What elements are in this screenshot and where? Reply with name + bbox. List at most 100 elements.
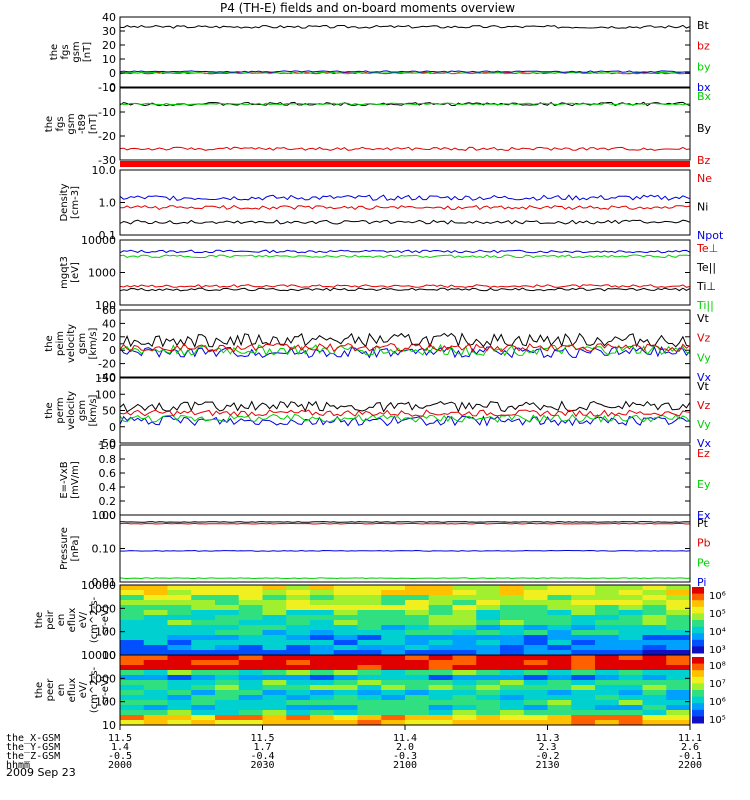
legend-Pt: Pt [697, 517, 709, 530]
spectrogram-cell [666, 690, 691, 696]
spectrogram-cell [405, 720, 430, 726]
y-axis-label: eV/ [78, 681, 89, 698]
spectrogram-cell [547, 670, 572, 676]
spectrogram-cell [595, 690, 620, 696]
spectrogram-cell [595, 720, 620, 726]
spectrogram-cell [143, 645, 168, 651]
spectrogram-cell [500, 710, 525, 716]
spectrogram-cell [618, 695, 643, 701]
spectrogram-cell [547, 605, 572, 611]
spectrogram-cell [547, 645, 572, 651]
x-axis-value: 2200 [678, 760, 702, 771]
x-axis-value: -0.4 [250, 751, 274, 762]
spectrogram-cell [571, 690, 596, 696]
spectrogram-cell [618, 600, 643, 606]
spectrogram-cell [357, 590, 382, 596]
spectrogram-cell [523, 680, 548, 686]
panel-frame [119, 444, 691, 516]
spectrogram-cell [143, 655, 168, 661]
series-line-Te⊥ [119, 284, 691, 288]
spectrogram-cell [191, 665, 216, 671]
spectrogram-cell [143, 720, 168, 726]
spectrogram-cell [642, 605, 667, 611]
spectrogram-cell [571, 710, 596, 716]
spectrogram-cell [120, 680, 145, 686]
spectrogram-cell [618, 670, 643, 676]
y-tick-label: -10 [98, 81, 116, 94]
spectrogram-cell [547, 720, 572, 726]
legend-Ez: Ez [697, 447, 710, 460]
spectrogram-cell [333, 590, 358, 596]
x-axis-value: 2.0 [396, 742, 414, 753]
spectrogram-cell [286, 690, 311, 696]
spectrogram-cell [547, 590, 572, 596]
spectrogram-cell [405, 655, 430, 661]
spectrogram-cell [618, 715, 643, 721]
spectrogram-cell [191, 610, 216, 616]
spectrogram-cell [523, 620, 548, 626]
colorbar-segment [692, 676, 704, 684]
colorbar-segment [692, 716, 704, 724]
spectrogram-cell [286, 590, 311, 596]
spectrogram-cell [405, 675, 430, 681]
spectrogram-cell [476, 715, 501, 721]
spectrogram-cell [262, 720, 287, 726]
spectrogram-cell [500, 675, 525, 681]
spectrogram-cell [310, 605, 335, 611]
y-tick-label: -20 [98, 358, 116, 371]
spectrogram-cell [262, 665, 287, 671]
series-line-Ne [119, 204, 691, 211]
spectrogram-cell [428, 675, 453, 681]
y-axis-label: -t89 [77, 114, 88, 134]
spectrogram-cell [333, 710, 358, 716]
spectrogram-cell [476, 660, 501, 666]
spectrogram-cell [262, 710, 287, 716]
spectrogram-cell [381, 670, 406, 676]
spectrogram-cell [595, 715, 620, 721]
spectrogram-cell [618, 615, 643, 621]
series-line-Vz [119, 409, 691, 418]
spectrogram-cell [571, 605, 596, 611]
y-tick-label: 50 [102, 405, 116, 418]
spectrogram-cell [595, 610, 620, 616]
spectrogram-cell [595, 705, 620, 711]
spectrogram-cell [500, 630, 525, 636]
spectrogram-cell [120, 665, 145, 671]
spectrogram-cell [476, 645, 501, 651]
y-axis-label: peim [55, 331, 66, 356]
spectrogram-cell [238, 690, 263, 696]
spectrogram-cell [452, 705, 477, 711]
spectrogram-cell [381, 665, 406, 671]
spectrogram-cell [571, 585, 596, 591]
spectrogram-cell [595, 620, 620, 626]
spectrogram-cell [547, 655, 572, 661]
spectrogram-cell [333, 645, 358, 651]
spectrogram-cell [191, 715, 216, 721]
spectrogram-cell [357, 695, 382, 701]
spectrogram-cell [428, 695, 453, 701]
y-tick-label: 0.4 [99, 481, 117, 494]
y-tick-label: 60 [102, 304, 116, 317]
spectrogram-cell [428, 670, 453, 676]
spectrogram-cell [357, 650, 382, 656]
spectrogram-cell [595, 585, 620, 591]
spectrogram-cell [476, 615, 501, 621]
spectrogram-cell [523, 690, 548, 696]
y-axis-label: velocity [66, 391, 77, 430]
spectrogram-cell [143, 595, 168, 601]
spectrogram-cell [405, 680, 430, 686]
colorbar-segment [692, 690, 704, 698]
spectrogram-cell [666, 655, 691, 661]
spectrogram-cell [238, 605, 263, 611]
spectrogram-cell [120, 585, 145, 591]
colorbar-label: 10³ [709, 645, 726, 656]
colorbar-segment [692, 593, 704, 601]
y-tick-label: 0.10 [92, 543, 117, 556]
spectrogram-cell [238, 705, 263, 711]
spectrogram-cell [191, 630, 216, 636]
spectrogram-cell [333, 685, 358, 691]
spectrogram-cell [191, 635, 216, 641]
x-axis-value: 1.7 [253, 742, 271, 753]
spectrogram-cell [523, 605, 548, 611]
spectrogram-cell [238, 650, 263, 656]
